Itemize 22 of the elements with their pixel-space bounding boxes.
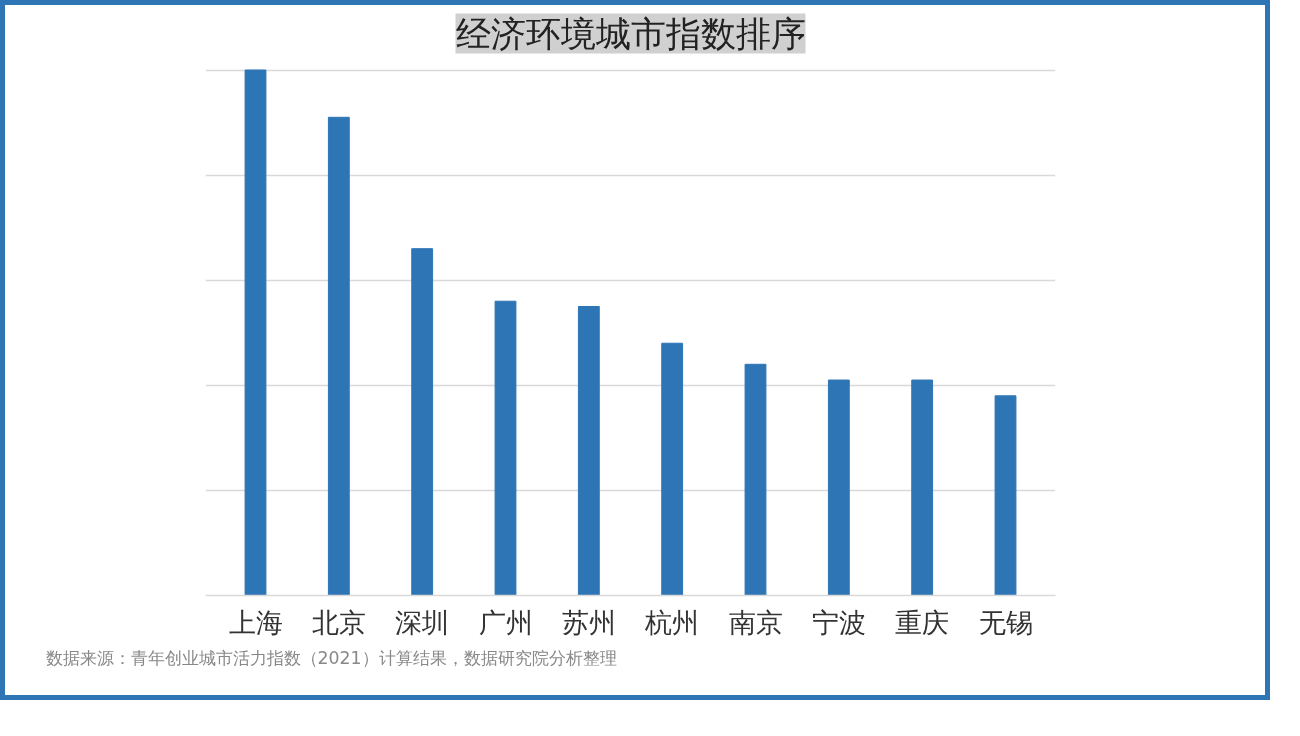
x-tick-label: 重庆	[895, 606, 950, 638]
bar	[494, 300, 517, 596]
bar	[327, 116, 350, 596]
x-tick-label: 杭州	[644, 606, 700, 638]
bar	[827, 379, 850, 596]
chart-title: 经济环境城市指数排序	[455, 13, 806, 54]
x-tick-label: 上海	[228, 606, 283, 638]
x-tick-label: 宁波	[811, 606, 866, 638]
bar	[744, 363, 767, 596]
bar	[994, 395, 1017, 596]
x-tick-label: 南京	[728, 606, 783, 638]
x-tick-label: 广州	[478, 606, 533, 638]
bar	[661, 342, 684, 596]
bar	[411, 248, 434, 596]
x-tick-label: 深圳	[395, 606, 450, 638]
source-note: 数据来源：青年创业城市活力指数（2021）计算结果，数据研究院分析整理	[45, 647, 617, 668]
bar	[244, 69, 267, 596]
bar	[577, 305, 600, 596]
x-tick-label: 无锡	[978, 606, 1033, 638]
x-tick-label: 苏州	[561, 606, 616, 638]
x-tick-label: 北京	[311, 606, 366, 638]
bar	[911, 379, 934, 596]
